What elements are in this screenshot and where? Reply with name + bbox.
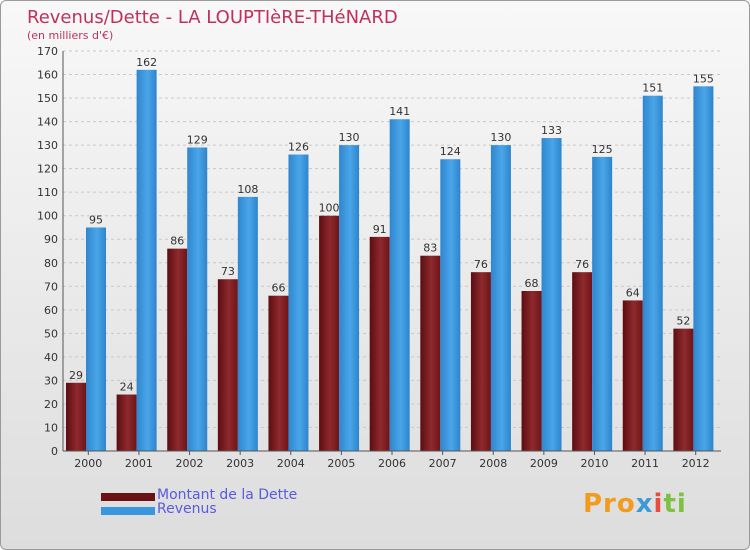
bar-value-label: 68 bbox=[525, 277, 539, 290]
legend-swatch-debt bbox=[101, 493, 155, 501]
x-tick-label: 2001 bbox=[125, 457, 153, 470]
bar-value-label: 76 bbox=[575, 258, 589, 271]
bar-value-label: 126 bbox=[288, 141, 309, 154]
bar-revenus bbox=[288, 154, 309, 451]
bar-value-label: 83 bbox=[423, 242, 437, 255]
bar-dette bbox=[673, 328, 694, 451]
bar-value-label: 86 bbox=[170, 235, 184, 248]
bar-revenus bbox=[642, 95, 663, 452]
y-tick-label: 130 bbox=[37, 139, 58, 152]
bar-value-label: 76 bbox=[474, 258, 488, 271]
x-tick-label: 2007 bbox=[429, 457, 457, 470]
legend-label-debt: Montant de la Dette bbox=[157, 487, 298, 503]
bar-dette bbox=[572, 272, 593, 451]
x-tick-label: 2003 bbox=[226, 457, 254, 470]
bar-value-label: 130 bbox=[339, 131, 360, 144]
x-tick-label: 2012 bbox=[682, 457, 710, 470]
bar-value-label: 130 bbox=[490, 131, 511, 144]
y-tick-label: 40 bbox=[44, 351, 58, 364]
bar-value-label: 52 bbox=[676, 315, 690, 328]
bar-value-label: 129 bbox=[187, 133, 208, 146]
bar-value-label: 29 bbox=[69, 369, 83, 382]
y-tick-label: 10 bbox=[44, 421, 58, 434]
bar-dette bbox=[116, 394, 137, 451]
bar-revenus bbox=[541, 138, 562, 451]
y-tick-label: 90 bbox=[44, 233, 58, 246]
bar-dette bbox=[622, 300, 643, 451]
x-tick-label: 2010 bbox=[580, 457, 608, 470]
bar-revenus bbox=[237, 196, 258, 451]
data-labels: 29 95 24 162 86 129 73 108 66 126 100 130 91 141 83 124… bbox=[69, 56, 714, 394]
bar-revenus bbox=[136, 69, 157, 451]
bar-dette bbox=[369, 236, 390, 451]
axes: 0 10 20 30 40 50 60 70 80 90 100 110 120 130 140 150 160… bbox=[37, 45, 721, 470]
bar-revenus bbox=[389, 119, 410, 451]
x-tick-label: 2002 bbox=[176, 457, 204, 470]
y-tick-label: 30 bbox=[44, 374, 58, 387]
bar-value-label: 95 bbox=[89, 213, 103, 226]
bar-value-label: 151 bbox=[642, 82, 663, 95]
bar-value-label: 24 bbox=[120, 381, 134, 394]
y-tick-label: 50 bbox=[44, 327, 58, 340]
bar-revenus bbox=[592, 156, 613, 451]
bar-value-label: 91 bbox=[373, 223, 387, 236]
bar-revenus bbox=[339, 145, 360, 451]
bar-value-label: 100 bbox=[319, 202, 340, 215]
x-tick-label: 2004 bbox=[277, 457, 305, 470]
bar-dette bbox=[319, 215, 340, 451]
chart-title: Revenus/Dette - LA LOUPTIèRE-THéNARD bbox=[27, 7, 398, 28]
y-tick-label: 100 bbox=[37, 210, 58, 223]
bar-dette bbox=[470, 272, 491, 451]
y-tick-label: 160 bbox=[37, 69, 58, 82]
bar-revenus bbox=[490, 145, 511, 451]
bar-value-label: 133 bbox=[541, 124, 562, 137]
bar-revenus bbox=[187, 147, 208, 451]
y-tick-label: 120 bbox=[37, 163, 58, 176]
legend-swatch-revenus bbox=[101, 507, 155, 515]
bar-value-label: 124 bbox=[440, 145, 461, 158]
bars bbox=[66, 69, 714, 452]
y-tick-label: 60 bbox=[44, 304, 58, 317]
x-tick-label: 2005 bbox=[327, 457, 355, 470]
chart-subtitle: (en milliers d'€) bbox=[27, 29, 114, 42]
bar-dette bbox=[167, 248, 188, 451]
y-tick-label: 140 bbox=[37, 116, 58, 129]
y-tick-label: 170 bbox=[37, 45, 58, 58]
bar-value-label: 125 bbox=[592, 143, 613, 156]
proxiti-logo: Proxiti bbox=[583, 489, 687, 519]
x-tick-label: 2011 bbox=[631, 457, 659, 470]
bar-revenus bbox=[440, 159, 461, 451]
x-tick-label: 2008 bbox=[479, 457, 507, 470]
bar-value-label: 162 bbox=[136, 56, 157, 69]
bar-value-label: 141 bbox=[389, 105, 410, 118]
bar-revenus bbox=[693, 86, 714, 451]
y-tick-label: 20 bbox=[44, 398, 58, 411]
bar-dette bbox=[420, 255, 441, 451]
x-tick-label: 2006 bbox=[378, 457, 406, 470]
bar-value-label: 108 bbox=[237, 183, 258, 196]
bar-dette bbox=[217, 279, 238, 451]
y-tick-label: 70 bbox=[44, 280, 58, 293]
bar-dette bbox=[521, 291, 542, 451]
x-tick-label: 2009 bbox=[530, 457, 558, 470]
bar-value-label: 64 bbox=[626, 286, 640, 299]
x-tick-label: 2000 bbox=[74, 457, 102, 470]
y-tick-label: 150 bbox=[37, 92, 58, 105]
bar-dette bbox=[66, 382, 86, 451]
bar-revenus bbox=[86, 227, 106, 451]
bar-value-label: 73 bbox=[221, 265, 235, 278]
bar-dette bbox=[268, 295, 289, 451]
bar-value-label: 155 bbox=[693, 72, 714, 85]
legend-label-revenus: Revenus bbox=[157, 501, 217, 517]
bar-value-label: 66 bbox=[271, 282, 285, 295]
y-tick-label: 80 bbox=[44, 257, 58, 270]
y-tick-label: 0 bbox=[51, 445, 58, 458]
y-tick-label: 110 bbox=[37, 186, 58, 199]
